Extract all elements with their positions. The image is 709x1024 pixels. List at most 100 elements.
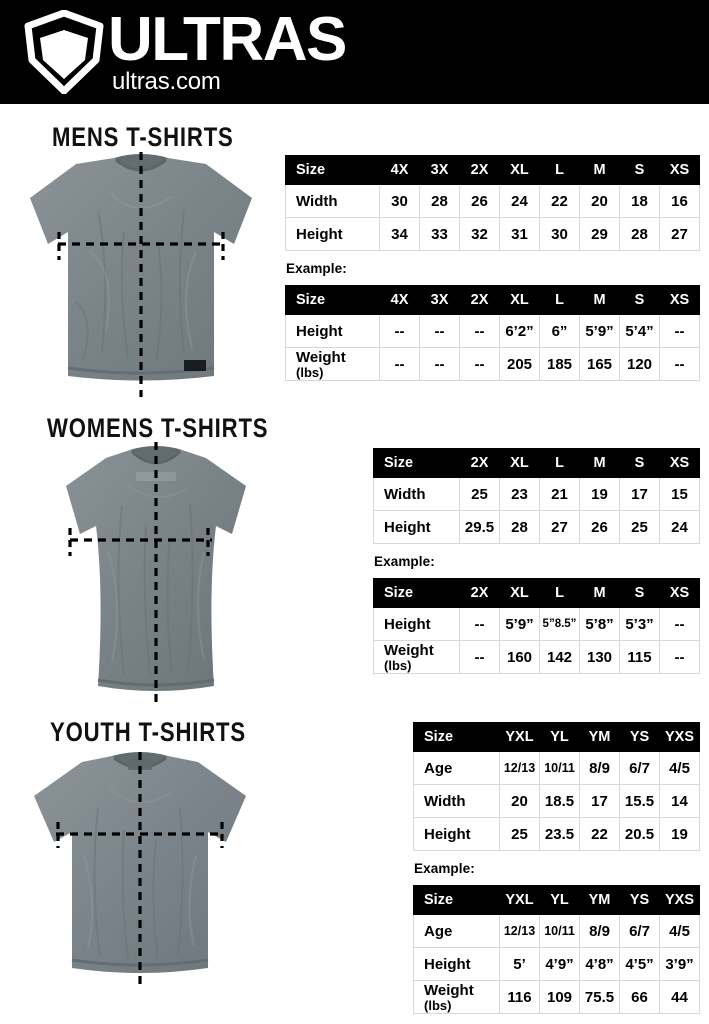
table-cell: 5”8.5” [539,607,580,641]
mens-size-table: Size 4X 3X 2X XL L M S XS Width 30 28 26 24 22 20 18 16 H… [285,155,700,251]
table-cell: 25 [459,477,500,511]
table-cell: -- [659,347,700,381]
column-header-ym: YM [579,722,620,752]
table-cell: 6” [539,314,580,348]
column-header-l: L [539,155,580,185]
table-cell: 109 [539,980,580,1014]
table-cell: -- [419,347,460,381]
table-cell: 4/5 [659,914,700,948]
youth-example-label: Example: [414,861,475,876]
column-header-size: Size [413,885,500,915]
section-title-mens: MENS T-SHIRTS [52,122,234,152]
table-header-row: Size 4X 3X 2X XL L M S XS [285,155,700,185]
table-cell: 23 [499,477,540,511]
table-cell: 26 [579,510,620,544]
table-cell: -- [459,640,500,674]
table-cell: 142 [539,640,580,674]
row-label: Width [373,477,460,511]
column-header-2x: 2X [459,155,500,185]
row-label: Height [413,947,500,981]
column-header-ym: YM [579,885,620,915]
table-row: Width 20 18.5 17 15.5 14 [413,784,700,818]
table-cell: 29 [579,217,620,251]
table-row: Height 5’ 4’9” 4’8” 4’5” 3’9” [413,947,700,981]
table-cell: 30 [539,217,580,251]
column-header-s: S [619,285,660,315]
table-cell: 19 [579,477,620,511]
shield-pentagon-logo-icon [22,10,106,94]
table-cell: 24 [659,510,700,544]
table-cell: 8/9 [579,914,620,948]
table-cell: -- [459,347,500,381]
column-header-yxl: YXL [499,722,540,752]
table-cell: 27 [539,510,580,544]
table-cell: 185 [539,347,580,381]
column-header-s: S [619,448,660,478]
column-header-size: Size [373,448,460,478]
table-cell: 8/9 [579,751,620,785]
table-cell: 24 [499,184,540,218]
table-cell: 44 [659,980,700,1014]
table-cell: 4’5” [619,947,660,981]
table-cell: 21 [539,477,580,511]
table-row: Width 25 23 21 19 17 15 [373,477,700,511]
table-header-row: Size YXL YL YM YS YXS [413,885,700,915]
table-cell: -- [659,314,700,348]
table-cell: 5’9” [499,607,540,641]
table-row: Height 34 33 32 31 30 29 28 27 [285,217,700,251]
column-header-2x: 2X [459,285,500,315]
table-cell: -- [419,314,460,348]
youth-example-table: Size YXL YL YM YS YXS Age 12/13 10/11 8/9 6/7 4/5 H… [413,885,700,1014]
womens-example-table: Size 2X XL L M S XS Height -- 5’9” 5”8.5” 5’8” 5’3”… [373,578,700,674]
table-cell: 165 [579,347,620,381]
column-header-yxs: YXS [659,885,700,915]
table-cell: -- [659,640,700,674]
table-cell: 25 [619,510,660,544]
table-cell: 15 [659,477,700,511]
table-cell: 33 [419,217,460,251]
table-cell: 28 [619,217,660,251]
table-row: Height 25 23.5 22 20.5 19 [413,817,700,851]
table-cell: 19 [659,817,700,851]
row-label: Weight (lbs) [373,640,460,674]
section-title-womens: WOMENS T-SHIRTS [47,413,269,443]
row-label: Height [373,510,460,544]
womens-tshirt-illustration-icon [32,442,280,708]
table-row: Weight (lbs) -- 160 142 130 115 -- [373,640,700,674]
brand-url: ultras.com [112,68,221,95]
column-header-yxl: YXL [499,885,540,915]
table-cell: 12/13 [499,914,540,948]
table-cell: 29.5 [459,510,500,544]
table-cell: 12/13 [499,751,540,785]
column-header-yl: YL [539,722,580,752]
table-cell: 34 [379,217,420,251]
column-header-3x: 3X [419,285,460,315]
youth-size-table: Size YXL YL YM YS YXS Age 12/13 10/11 8/9 6/7 4/5 W… [413,722,700,851]
column-header-yl: YL [539,885,580,915]
column-header-size: Size [285,285,380,315]
table-cell: 18 [619,184,660,218]
table-cell: 4’9” [539,947,580,981]
table-cell: 10/11 [539,751,580,785]
table-cell: 120 [619,347,660,381]
table-row: Weight (lbs) 116 109 75.5 66 44 [413,980,700,1014]
table-row: Height 29.5 28 27 26 25 24 [373,510,700,544]
table-cell: 20.5 [619,817,660,851]
table-cell: 5’9” [579,314,620,348]
table-cell: -- [659,607,700,641]
table-header-row: Size 2X XL L M S XS [373,578,700,608]
column-header-2x: 2X [459,448,500,478]
table-header-row: Size 4X 3X 2X XL L M S XS [285,285,700,315]
table-cell: 75.5 [579,980,620,1014]
column-header-l: L [539,578,580,608]
table-cell: 20 [499,784,540,818]
column-header-xs: XS [659,285,700,315]
column-header-l: L [539,448,580,478]
row-label: Width [285,184,380,218]
table-cell: -- [379,347,420,381]
table-cell: 5’8” [579,607,620,641]
column-header-m: M [579,448,620,478]
table-cell: 5’3” [619,607,660,641]
table-cell: 14 [659,784,700,818]
